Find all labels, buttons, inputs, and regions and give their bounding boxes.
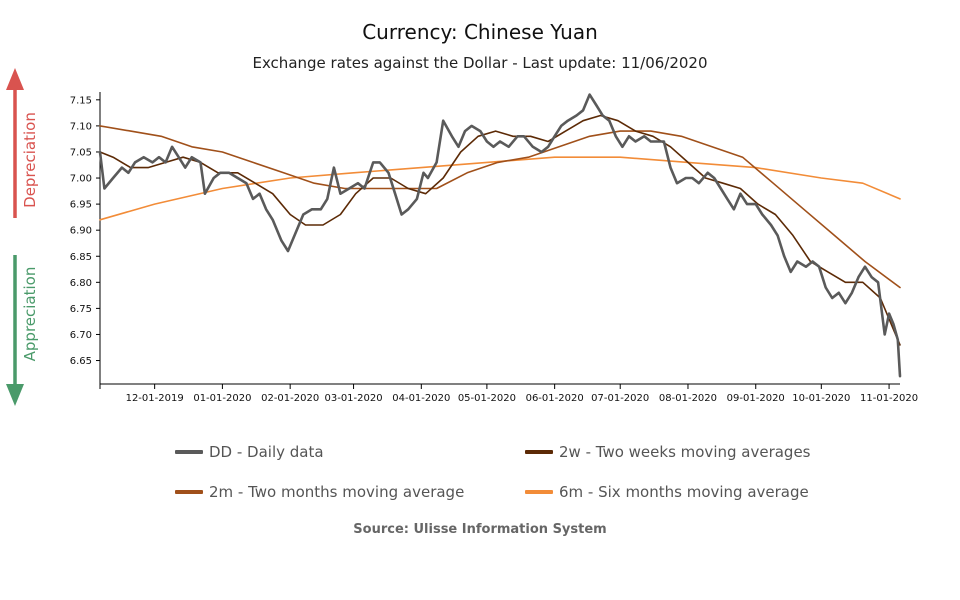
- appreciation-label: Appreciation: [21, 267, 39, 362]
- depreciation-arrow-head: [6, 68, 24, 90]
- x-tick-label: 12-01-2019: [126, 393, 184, 404]
- y-tick-label: 6.75: [70, 304, 92, 315]
- y-tick-label: 7.05: [70, 147, 92, 158]
- y-tick-label: 6.85: [70, 252, 92, 263]
- legend-label: 6m - Six months moving average: [559, 483, 809, 501]
- legend-swatch: [175, 450, 203, 454]
- y-tick-label: 6.80: [70, 278, 92, 289]
- chart-title: Currency: Chinese Yuan: [362, 20, 598, 44]
- x-tick-label: 08-01-2020: [659, 393, 717, 404]
- legend-swatch: [525, 450, 553, 454]
- x-tick-label: 09-01-2020: [727, 393, 785, 404]
- y-tick-label: 6.90: [70, 226, 92, 237]
- chart-subtitle: Exchange rates against the Dollar - Last…: [252, 54, 708, 72]
- legend-item-2m: 2m - Two months moving average: [175, 482, 464, 502]
- legend-label: 2w - Two weeks moving averages: [559, 443, 811, 461]
- series-line-6m: [99, 156, 901, 221]
- legend-item-6m: 6m - Six months moving average: [525, 482, 809, 502]
- y-tick-label: 6.95: [70, 200, 92, 211]
- series-line-2w: [99, 114, 901, 346]
- y-tick-label: 6.65: [70, 356, 92, 367]
- x-tick-label: 03-01-2020: [324, 393, 382, 404]
- x-tick-label: 01-01-2020: [193, 393, 251, 404]
- source-note: Source: Ulisse Information System: [353, 522, 607, 537]
- y-tick-label: 6.70: [70, 330, 92, 341]
- x-tick-label: 07-01-2020: [591, 393, 649, 404]
- x-tick-label: 06-01-2020: [526, 393, 584, 404]
- y-tick-label: 7.15: [70, 95, 92, 106]
- legend-swatch: [525, 490, 553, 494]
- x-tick-label: 04-01-2020: [392, 393, 450, 404]
- series-line-dd: [98, 93, 902, 378]
- x-tick-label: 05-01-2020: [458, 393, 516, 404]
- appreciation-arrow-head: [6, 384, 24, 406]
- y-tick-label: 7.10: [70, 121, 92, 132]
- y-tick-label: 7.00: [70, 174, 92, 185]
- legend-label: 2m - Two months moving average: [209, 483, 465, 501]
- depreciation-label: Depreciation: [21, 112, 39, 208]
- x-tick-label: 02-01-2020: [261, 393, 319, 404]
- legend-label: DD - Daily data: [209, 443, 324, 461]
- series-line-2m: [99, 125, 901, 289]
- legend-swatch: [175, 490, 203, 494]
- legend-item-2w: 2w - Two weeks moving averages: [525, 442, 811, 462]
- x-tick-label: 11-01-2020: [860, 393, 918, 404]
- legend-item-dd: DD - Daily data: [175, 442, 324, 462]
- x-tick-label: 10-01-2020: [792, 393, 850, 404]
